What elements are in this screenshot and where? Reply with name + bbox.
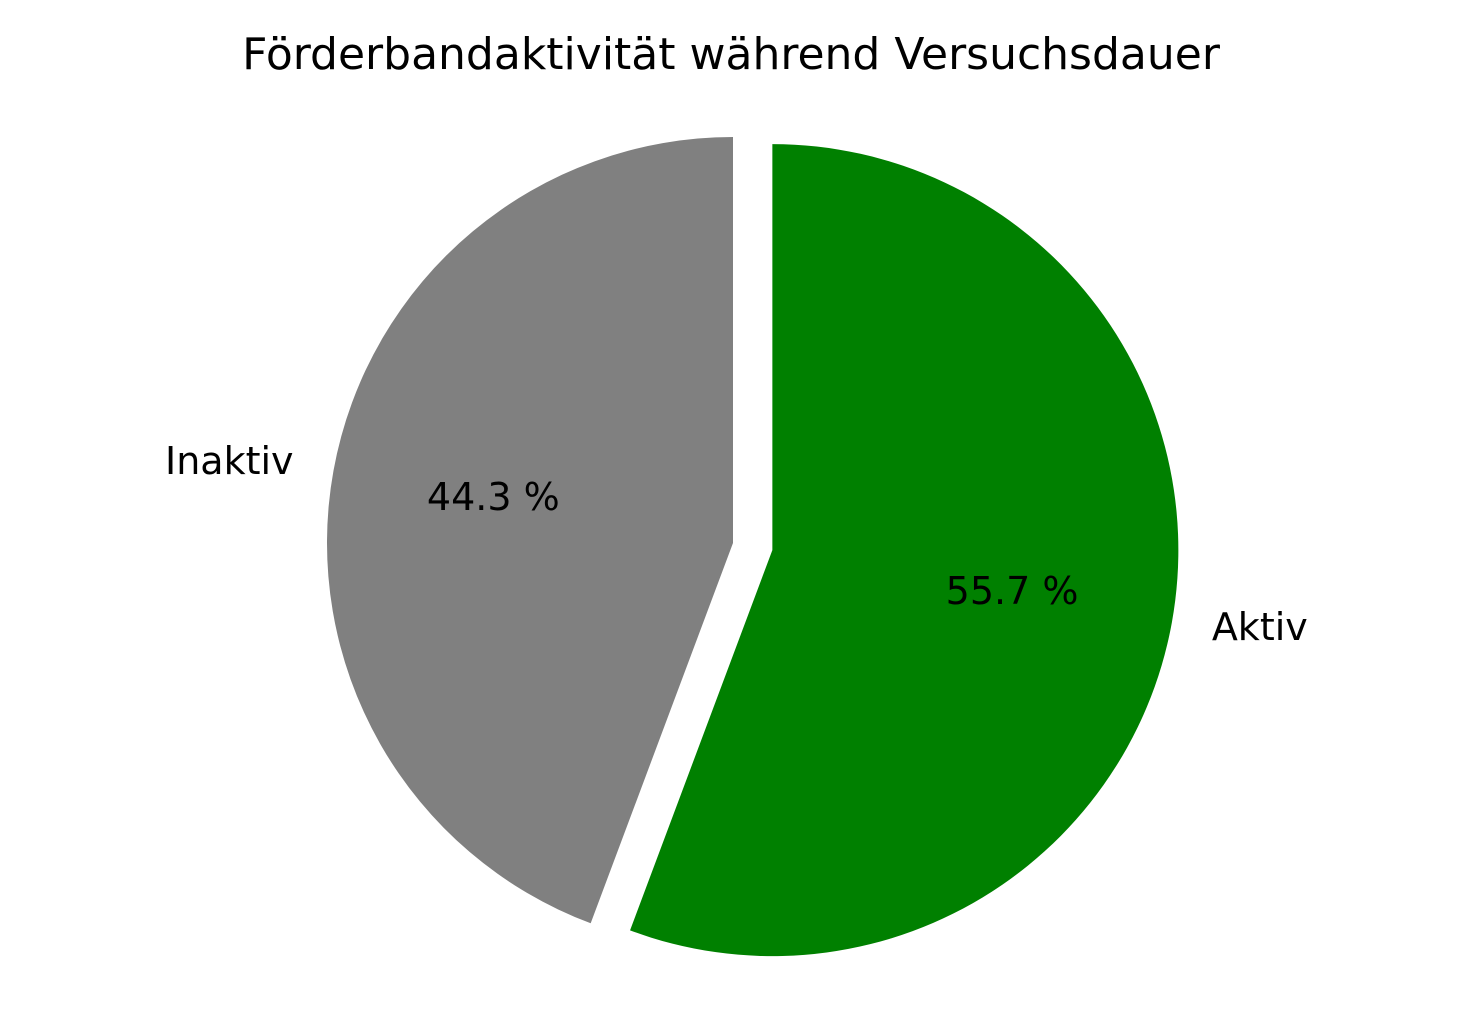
- pie-slice-aktiv: [630, 144, 1179, 957]
- chart-title: Förderbandaktivität während Versuchsdaue…: [242, 29, 1221, 80]
- pie-pct-label-inaktiv: 44.3 %: [427, 475, 560, 519]
- pie-label-inaktiv: Inaktiv: [165, 439, 294, 483]
- pie-pct-label-aktiv: 55.7 %: [946, 569, 1079, 613]
- pie-slices: [326, 136, 1179, 957]
- pie-labels: 55.7 % Aktiv 44.3 % Inaktiv: [165, 439, 1308, 649]
- pie-label-aktiv: Aktiv: [1212, 605, 1308, 649]
- pie-slice-inaktiv: [326, 136, 733, 924]
